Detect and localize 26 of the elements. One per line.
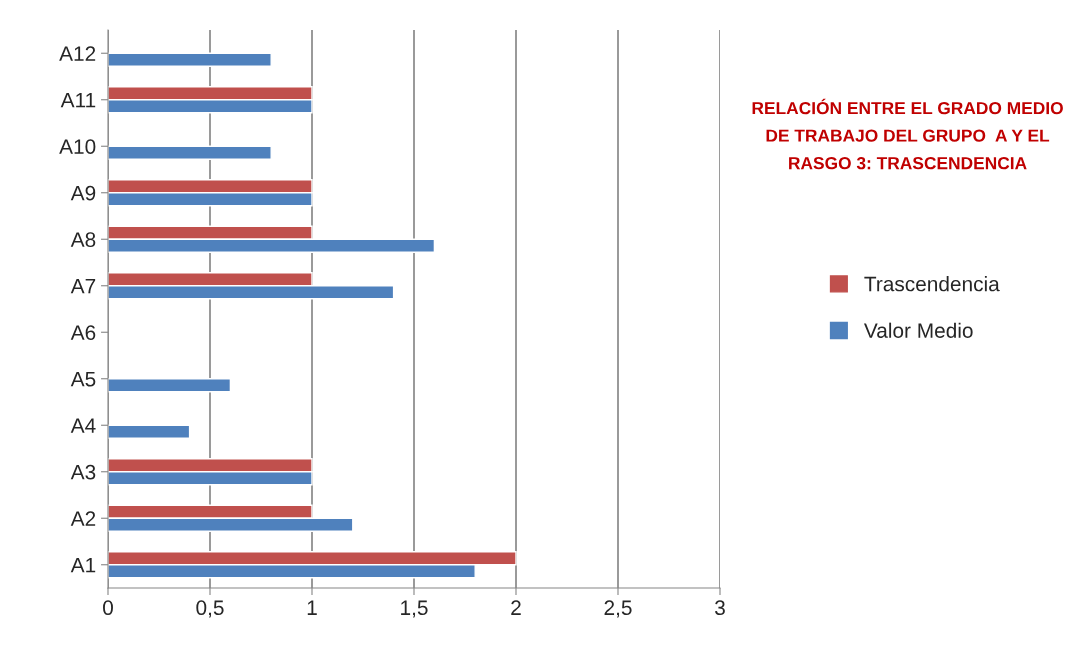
bar bbox=[108, 145, 272, 160]
bar bbox=[108, 424, 191, 439]
y-tick-label: A2 bbox=[70, 511, 96, 526]
bar bbox=[108, 52, 272, 67]
legend-label: Valor Medio bbox=[863, 322, 973, 338]
legend-label: Trascendencia bbox=[864, 276, 1000, 292]
bar bbox=[108, 378, 232, 393]
y-tick-label: A5 bbox=[70, 371, 96, 387]
y-tick-label: A9 bbox=[70, 185, 96, 201]
y-tick-label: A12 bbox=[59, 46, 96, 61]
y-tick-label: A1 bbox=[70, 557, 96, 573]
y-tick-label: A10 bbox=[59, 139, 96, 154]
x-tick-label: 2,5 bbox=[604, 600, 632, 618]
y-tick-label: A4 bbox=[70, 418, 96, 433]
x-tick-label: 1,5 bbox=[401, 600, 428, 618]
y-tick-label: A3 bbox=[70, 464, 96, 480]
y-tick-label: A8 bbox=[70, 232, 96, 247]
x-tick-label: 0,5 bbox=[196, 600, 224, 618]
y-tick-label: A11 bbox=[60, 92, 96, 108]
x-tick-label: 1 bbox=[307, 600, 317, 615]
text: RELACIÓN ENTRE EL GRADO MEDIO DE TRABAJO DEL GRUPO A Y EL RASGO 3: TRASCENDENCIA bbox=[752, 98, 1063, 170]
x-tick-label: 3 bbox=[715, 600, 725, 616]
x-tick-label: 2 bbox=[511, 600, 521, 615]
y-tick-label: A7 bbox=[70, 278, 96, 294]
y-tick-label: A6 bbox=[70, 325, 96, 340]
x-tick-label: 0 bbox=[103, 600, 113, 616]
